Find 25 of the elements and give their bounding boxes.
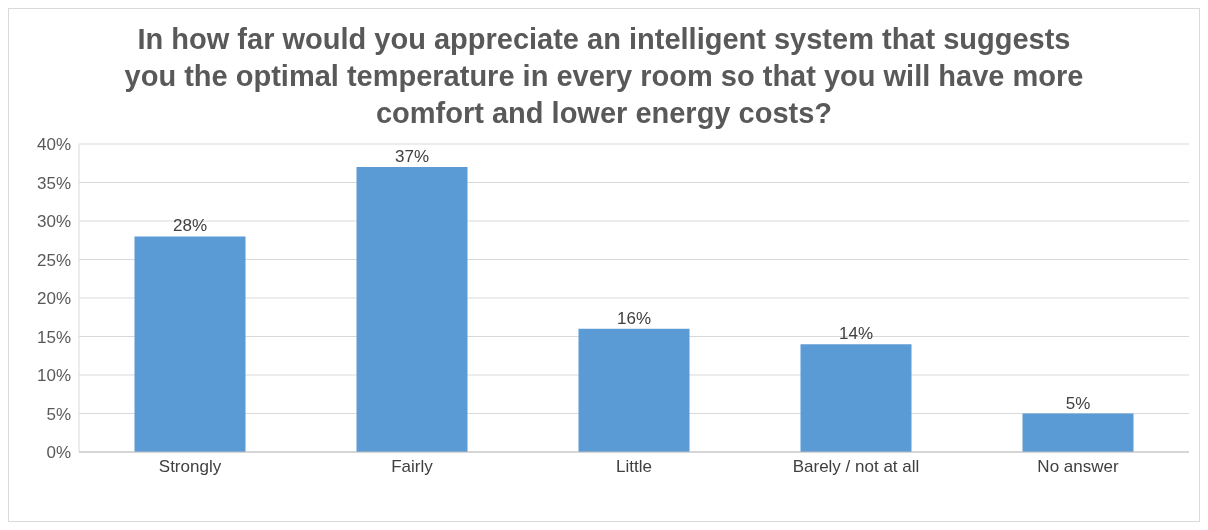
bar [578, 328, 690, 452]
data-label: 28% [172, 216, 208, 236]
y-tick-label: 35% [36, 173, 71, 193]
y-tick-label: 0% [46, 443, 71, 463]
y-tick-label: 20% [36, 289, 71, 309]
data-label: 5% [1065, 393, 1091, 413]
data-label: 37% [394, 147, 430, 167]
x-tick-label: Little [616, 457, 652, 477]
data-label: 16% [616, 308, 652, 328]
chart-title: In how far would you appreciate an intelligent system that suggests you the optimal temperature in every room so that you will have more comfort and lower energy costs? [124, 22, 1084, 131]
data-label: 14% [838, 324, 874, 344]
x-tick-label: Barely / not at all [792, 457, 920, 477]
y-tick-label: 15% [36, 327, 71, 347]
y-tick-label: 40% [36, 135, 71, 155]
y-tick-label: 5% [46, 404, 71, 424]
x-tick-label: Fairly [391, 457, 434, 477]
y-tick-label: 10% [36, 366, 71, 386]
y-tick-label: 25% [36, 250, 71, 270]
x-tick-label: Strongly [158, 457, 222, 477]
bar [134, 236, 246, 452]
bar [800, 344, 912, 452]
x-tick-label: No answer [1037, 457, 1119, 477]
bar [1022, 413, 1134, 452]
y-tick-label: 30% [36, 212, 71, 232]
bar [356, 167, 468, 452]
